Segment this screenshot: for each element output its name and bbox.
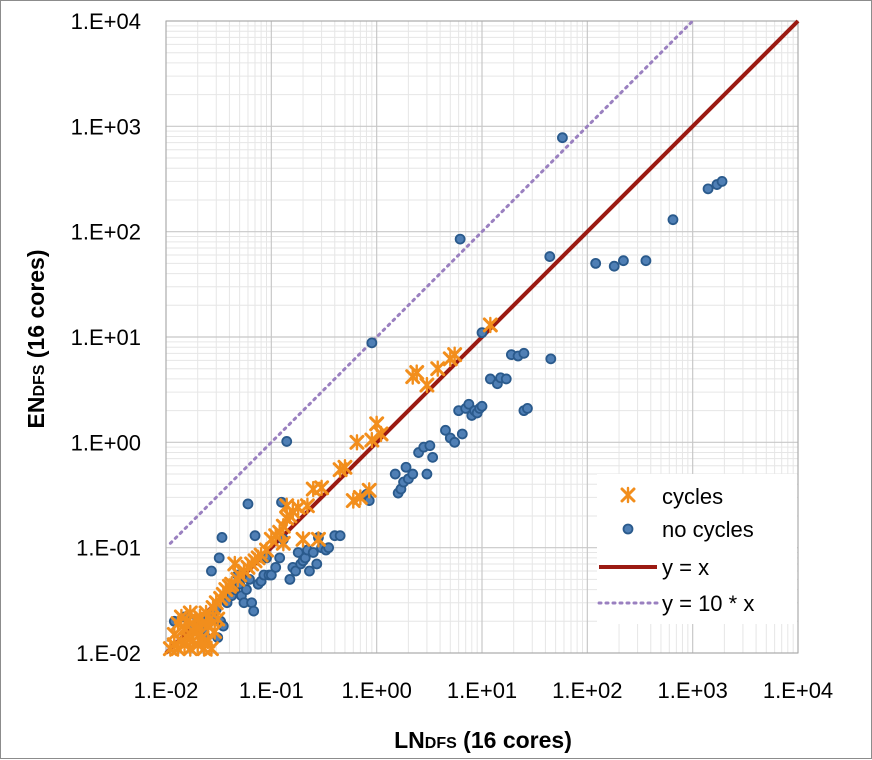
y-tick-label: 1.E+04: [71, 9, 141, 34]
no-cycles-point: [421, 468, 433, 480]
no-cycles-point: [440, 424, 451, 436]
no-cycles-point: [522, 402, 533, 414]
ten-x-line: [168, 19, 695, 545]
x-tick-label: 1.E-01: [239, 678, 304, 703]
x-tick-label: 1.E+01: [447, 678, 517, 703]
legend-label-no-cycles: no cycles: [662, 517, 754, 542]
no-cycles-point: [311, 558, 323, 570]
no-cycles-point: [590, 257, 602, 269]
no-cycles-point: [454, 233, 466, 245]
no-cycles-point: [241, 584, 252, 595]
no-cycles-point: [323, 542, 335, 554]
no-cycles-point: [281, 436, 293, 447]
plot-area-border: [165, 20, 799, 654]
no-cycles-point: [500, 373, 512, 385]
no-cycles-point: [249, 530, 261, 542]
no-cycles-point: [667, 214, 679, 226]
y-tick-label: 1.E-01: [76, 536, 141, 561]
cycles-point: [279, 497, 295, 514]
x-axis-title: LNDFS (16 cores): [394, 727, 572, 753]
cycles-point: [430, 360, 446, 377]
no-cycles-point: [702, 183, 714, 195]
grid-lines: [165, 20, 799, 654]
no-cycles-point: [304, 565, 315, 577]
no-cycles-point: [407, 468, 419, 480]
no-cycles-point: [270, 561, 282, 573]
no-cycles-point: [618, 255, 629, 267]
x-tick-labels: 1.E-02 1.E-01 1.E+00 1.E+01 1.E+02 1.E+03 1.E+…: [134, 678, 834, 703]
cycles-point: [314, 479, 330, 497]
no-cycles-point: [545, 353, 557, 365]
cycles-point: [349, 434, 365, 451]
y-tick-label: 1.E+02: [71, 220, 141, 245]
cycles-point: [361, 482, 377, 499]
no-cycles-point: [449, 436, 461, 448]
x-tick-label: 1.E+03: [657, 678, 727, 703]
no-cycles-point: [484, 373, 496, 385]
no-cycles-point: [427, 451, 439, 463]
x-tick-label: 1.E+00: [341, 678, 411, 703]
x-tick-label: 1.E-02: [134, 678, 199, 703]
cycles-point: [295, 531, 311, 548]
no-cycles-point: [213, 552, 225, 564]
no-cycles-point: [640, 255, 652, 267]
legend-label-cycles: cycles: [662, 484, 723, 509]
no-cycles-point: [400, 461, 412, 473]
no-cycles-point: [389, 468, 401, 480]
plot-border: [165, 20, 799, 654]
no-cycles-point: [544, 251, 556, 262]
x-tick-label: 1.E+02: [552, 678, 622, 703]
cycles-point: [207, 623, 223, 640]
y-tick-label: 1.E-02: [76, 641, 141, 666]
cycles-point: [419, 376, 435, 394]
x-tick-label: 1.E+04: [763, 678, 833, 703]
cycles-point: [447, 346, 463, 363]
cycles-point: [310, 531, 326, 548]
no-cycles-point: [716, 176, 728, 187]
no-cycles-point: [456, 428, 468, 440]
legend: cycles no cycles y = x y = 10 * x: [597, 474, 797, 624]
no-cycles-point: [334, 530, 346, 542]
cycles-point: [275, 535, 291, 552]
cycles-point: [482, 316, 498, 334]
no-cycles-point: [290, 565, 302, 577]
no-cycles-point: [366, 337, 378, 349]
cycles-point: [210, 610, 226, 628]
no-cycles-point: [463, 398, 475, 410]
no-cycles-point: [248, 605, 260, 617]
cycles-point: [345, 492, 361, 509]
no-cycles-point: [424, 440, 436, 452]
no-cycles-point: [242, 498, 254, 510]
cycles-points: [162, 316, 498, 657]
cycles-point: [203, 640, 219, 657]
no-cycles-point: [307, 547, 319, 558]
no-cycles-point: [608, 260, 620, 272]
y-axis-title: ENDFS (16 cores): [23, 249, 49, 428]
y-tick-labels: 1.E-02 1.E-01 1.E+00 1.E+01 1.E+02 1.E+03 1.E+…: [71, 9, 141, 666]
no-cycles-point: [476, 400, 488, 412]
no-cycles-point: [274, 552, 286, 564]
cycles-point: [337, 459, 353, 476]
y-tick-label: 1.E+01: [71, 325, 141, 350]
no-cycles-point: [216, 532, 228, 543]
cycles-point: [364, 431, 380, 449]
y-tick-label: 1.E+00: [71, 430, 141, 455]
cycles-point: [409, 364, 425, 381]
legend-marker-cycles: [620, 486, 636, 504]
legend-marker-no-cycles: [622, 523, 634, 535]
legend-label-identity: y = x: [662, 555, 709, 580]
cycles-point: [373, 425, 389, 443]
cycles-point: [299, 497, 315, 514]
y-tick-label: 1.E+03: [71, 114, 141, 139]
legend-star: [620, 486, 636, 504]
no-cycles-point: [284, 573, 296, 585]
no-cycles-point: [518, 347, 530, 359]
no-cycles-point: [206, 565, 217, 577]
legend-label-ten-x: y = 10 * x: [662, 591, 754, 616]
no-cycles-point: [557, 132, 568, 144]
